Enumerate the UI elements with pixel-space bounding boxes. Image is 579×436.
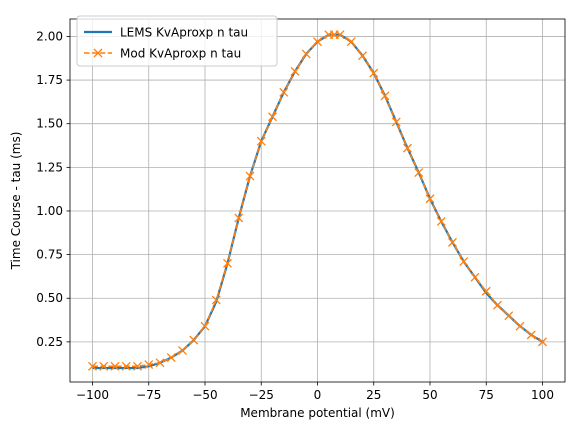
data-point — [335, 30, 345, 40]
data-point — [110, 361, 120, 371]
data-point — [358, 51, 367, 61]
legend-x-marker — [93, 48, 103, 58]
data-point — [301, 49, 311, 59]
data-point — [268, 112, 277, 122]
data-point — [391, 117, 401, 127]
data-point — [245, 171, 255, 181]
data-point — [515, 321, 525, 331]
y-tick-label: 2.00 — [36, 29, 63, 43]
y-axis: 0.25 0.50 0.75 1.00 1.25 1.50 1.75 2.00 — [36, 29, 70, 349]
plot-series — [88, 30, 547, 371]
data-point — [526, 330, 536, 340]
data-point — [256, 136, 266, 146]
y-tick-label: 0.75 — [36, 248, 63, 262]
legend: LEMS KvAproxp n tau Mod KvAproxp n tau — [76, 15, 278, 67]
x-tick-label: 50 — [422, 388, 437, 402]
data-point — [189, 335, 199, 345]
x-tick-label: 25 — [366, 388, 381, 402]
data-point — [290, 66, 300, 76]
x-tick-label: −100 — [76, 388, 109, 402]
data-point — [133, 361, 142, 371]
data-point — [369, 68, 379, 78]
legend-box — [76, 15, 278, 67]
x-tick-label: 75 — [479, 388, 494, 402]
x-tick-label: −75 — [136, 388, 161, 402]
series-mod — [88, 30, 547, 371]
data-point — [88, 361, 97, 371]
data-point — [313, 37, 322, 47]
data-point — [380, 91, 390, 101]
x-tick-label: −50 — [192, 388, 217, 402]
y-tick-label: 0.50 — [36, 291, 63, 305]
data-point — [459, 257, 469, 267]
x-tick-label: −25 — [249, 388, 274, 402]
data-point — [414, 168, 424, 178]
x-tick-label: 100 — [531, 388, 554, 402]
data-point — [99, 361, 109, 371]
data-point — [223, 258, 232, 268]
data-point — [234, 213, 244, 223]
data-point — [144, 360, 154, 370]
y-tick-label: 0.25 — [36, 335, 63, 349]
y-tick-label: 1.50 — [36, 117, 63, 131]
data-point — [481, 286, 491, 296]
data-point — [200, 321, 210, 331]
data-point — [504, 311, 514, 321]
y-tick-label: 1.25 — [36, 160, 63, 174]
data-point — [448, 237, 457, 247]
data-point — [178, 346, 187, 356]
x-tick-label: 0 — [314, 388, 322, 402]
x-axis-label: Membrane potential (mV) — [240, 406, 395, 420]
legend-label-mod: Mod KvAproxp n tau — [120, 47, 241, 61]
x-axis: −100 −75 −50 −25 0 25 50 75 100 — [76, 382, 554, 402]
y-tick-label: 1.75 — [36, 73, 63, 87]
grid — [70, 19, 565, 382]
data-point — [403, 143, 412, 153]
data-point — [121, 361, 131, 371]
data-point — [436, 216, 446, 226]
legend-marker-mod — [93, 48, 103, 58]
data-point — [538, 337, 547, 347]
data-point — [279, 87, 289, 97]
data-point — [470, 272, 480, 282]
data-point — [425, 194, 435, 204]
data-point — [493, 300, 502, 310]
data-point — [211, 295, 221, 305]
data-point — [346, 37, 356, 47]
y-axis-label: Time Course - tau (ms) — [9, 132, 23, 271]
data-point — [166, 353, 176, 363]
y-tick-label: 1.00 — [36, 204, 63, 218]
data-point — [155, 358, 165, 368]
legend-label-lems: LEMS KvAproxp n tau — [120, 26, 248, 40]
